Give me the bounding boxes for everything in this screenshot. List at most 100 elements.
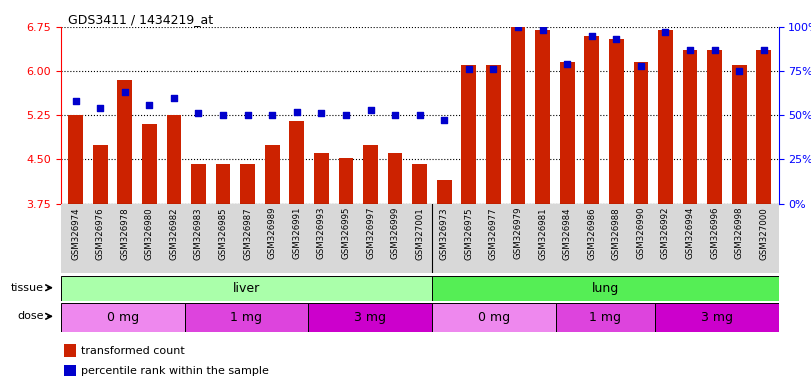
Point bbox=[290, 109, 303, 115]
Bar bbox=[191, 164, 206, 204]
Point bbox=[610, 36, 623, 42]
Bar bbox=[412, 164, 427, 204]
Text: GSM326995: GSM326995 bbox=[341, 207, 350, 260]
Text: GSM327001: GSM327001 bbox=[415, 207, 424, 260]
Text: GSM326987: GSM326987 bbox=[243, 207, 252, 260]
Point bbox=[167, 94, 180, 101]
Point bbox=[340, 112, 353, 118]
Bar bbox=[388, 154, 402, 204]
Text: GSM326999: GSM326999 bbox=[391, 207, 400, 259]
Bar bbox=[633, 62, 648, 204]
Text: GSM326983: GSM326983 bbox=[194, 207, 203, 260]
Bar bbox=[68, 115, 83, 204]
Text: GSM326991: GSM326991 bbox=[292, 207, 302, 260]
Bar bbox=[707, 50, 722, 204]
Text: GSM326985: GSM326985 bbox=[218, 207, 228, 260]
Text: 0 mg: 0 mg bbox=[106, 311, 139, 324]
Point bbox=[586, 33, 599, 39]
Text: GSM326992: GSM326992 bbox=[661, 207, 670, 260]
Bar bbox=[560, 62, 574, 204]
Point bbox=[684, 47, 697, 53]
Text: 1 mg: 1 mg bbox=[230, 311, 263, 324]
Bar bbox=[118, 80, 132, 204]
Text: 3 mg: 3 mg bbox=[354, 311, 386, 324]
Text: transformed count: transformed count bbox=[81, 346, 185, 356]
Point bbox=[69, 98, 82, 104]
Text: GSM326981: GSM326981 bbox=[538, 207, 547, 260]
Bar bbox=[166, 115, 182, 204]
Point bbox=[487, 66, 500, 72]
Bar bbox=[535, 30, 550, 204]
Text: GSM326976: GSM326976 bbox=[96, 207, 105, 260]
Bar bbox=[654, 303, 779, 332]
Bar bbox=[658, 30, 673, 204]
Bar bbox=[556, 303, 654, 332]
Bar bbox=[363, 145, 378, 204]
Bar bbox=[64, 344, 76, 357]
Text: GSM326978: GSM326978 bbox=[120, 207, 129, 260]
Bar bbox=[486, 65, 501, 204]
Bar bbox=[609, 39, 624, 204]
Point bbox=[266, 112, 279, 118]
Text: GSM326977: GSM326977 bbox=[489, 207, 498, 260]
Bar bbox=[240, 164, 255, 204]
Point bbox=[757, 47, 770, 53]
Point bbox=[192, 110, 205, 116]
Text: GDS3411 / 1434219_at: GDS3411 / 1434219_at bbox=[68, 13, 213, 26]
Text: GSM326990: GSM326990 bbox=[637, 207, 646, 260]
Text: liver: liver bbox=[233, 283, 260, 295]
Bar bbox=[585, 36, 599, 204]
Text: GSM326974: GSM326974 bbox=[71, 207, 80, 260]
Text: GSM326994: GSM326994 bbox=[685, 207, 694, 260]
Text: lung: lung bbox=[592, 283, 619, 295]
Bar bbox=[61, 303, 185, 332]
Bar bbox=[437, 180, 452, 204]
Bar bbox=[265, 145, 280, 204]
Point bbox=[659, 29, 672, 35]
Point bbox=[413, 112, 426, 118]
Bar bbox=[732, 65, 747, 204]
Point bbox=[315, 110, 328, 116]
Bar bbox=[338, 158, 354, 204]
Text: GSM326993: GSM326993 bbox=[317, 207, 326, 260]
Text: GSM326988: GSM326988 bbox=[611, 207, 621, 260]
Text: GSM326979: GSM326979 bbox=[513, 207, 522, 260]
Bar bbox=[64, 366, 76, 376]
Bar bbox=[61, 276, 432, 301]
Bar bbox=[461, 65, 476, 204]
Text: GSM326989: GSM326989 bbox=[268, 207, 277, 260]
Bar bbox=[432, 276, 779, 301]
Bar bbox=[290, 121, 304, 204]
Point bbox=[512, 24, 525, 30]
Text: GSM326997: GSM326997 bbox=[366, 207, 375, 260]
Text: 1 mg: 1 mg bbox=[590, 311, 621, 324]
Point bbox=[217, 112, 230, 118]
Text: GSM327000: GSM327000 bbox=[759, 207, 768, 260]
Text: 0 mg: 0 mg bbox=[478, 311, 510, 324]
Point bbox=[438, 118, 451, 124]
Text: tissue: tissue bbox=[11, 283, 44, 293]
Point bbox=[118, 89, 131, 95]
Bar bbox=[142, 124, 157, 204]
Bar bbox=[185, 303, 308, 332]
Text: GSM326998: GSM326998 bbox=[735, 207, 744, 260]
Bar bbox=[683, 50, 697, 204]
Text: GSM326980: GSM326980 bbox=[145, 207, 154, 260]
Bar bbox=[511, 27, 526, 204]
Point bbox=[708, 47, 721, 53]
Bar bbox=[757, 50, 771, 204]
Point bbox=[93, 105, 106, 111]
Point bbox=[241, 112, 254, 118]
Point bbox=[364, 107, 377, 113]
Text: GSM326975: GSM326975 bbox=[465, 207, 474, 260]
Text: GSM326996: GSM326996 bbox=[710, 207, 719, 260]
Bar bbox=[308, 303, 432, 332]
Point bbox=[462, 66, 475, 72]
Point bbox=[733, 68, 746, 74]
Text: dose: dose bbox=[17, 311, 44, 321]
Point bbox=[536, 27, 549, 33]
Text: GSM326984: GSM326984 bbox=[563, 207, 572, 260]
Point bbox=[560, 61, 573, 67]
Bar bbox=[92, 145, 108, 204]
Text: GSM326982: GSM326982 bbox=[169, 207, 178, 260]
